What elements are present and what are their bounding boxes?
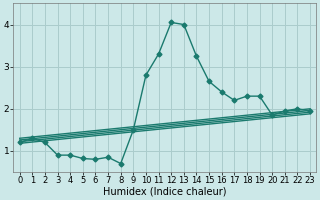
X-axis label: Humidex (Indice chaleur): Humidex (Indice chaleur) [103,187,227,197]
